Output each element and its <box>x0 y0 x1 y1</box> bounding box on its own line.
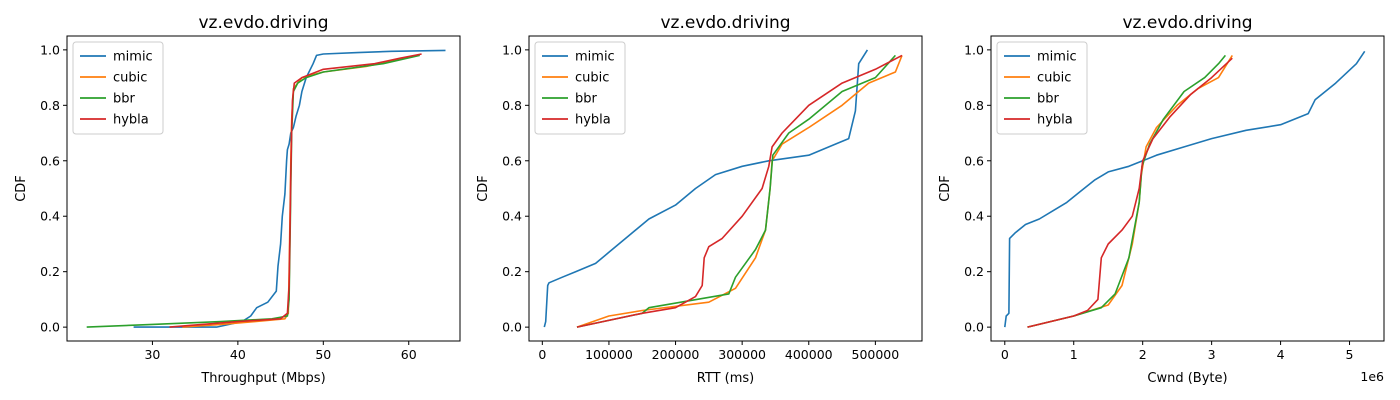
legend-label-bbr: bbr <box>1037 92 1060 107</box>
axes-frame <box>990 35 1385 342</box>
x-tick-label: 60 <box>401 347 417 362</box>
y-tick-label: 0.0 <box>502 320 522 335</box>
chart-title: vz.evdo.driving <box>198 13 328 33</box>
x-tick-label: 1 <box>1070 347 1078 362</box>
legend-box <box>996 41 1088 135</box>
x-tick-label: 300000 <box>718 347 766 362</box>
y-tick-label: 0.6 <box>502 153 522 168</box>
series-line-cubic <box>576 55 903 328</box>
chart-title: vz.evdo.driving <box>660 13 790 33</box>
y-tick-label: 0.6 <box>40 153 60 168</box>
series-line-hybla <box>576 54 903 328</box>
series-line-bbr <box>576 54 896 328</box>
x-tick-label: 40 <box>230 347 246 362</box>
legend-label-mimic: mimic <box>1037 50 1077 65</box>
series-line-hybla <box>1027 57 1233 328</box>
y-tick-label: 0.6 <box>964 153 984 168</box>
x-tick-label: 50 <box>315 347 331 362</box>
y-tick-label: 1.0 <box>964 42 984 57</box>
y-tick-label: 0.8 <box>502 98 522 113</box>
x-axis-offset-text: 1e6 <box>1360 369 1384 384</box>
x-tick-label: 4 <box>1277 347 1285 362</box>
x-tick-label: 100000 <box>585 347 633 362</box>
y-tick-label: 0.2 <box>40 264 60 279</box>
y-tick-label: 0.0 <box>964 320 984 335</box>
legend: mimic cubic bbr hybla <box>72 41 164 135</box>
legend-label-bbr: bbr <box>113 92 136 107</box>
axes-frame <box>528 35 923 342</box>
x-tick-label: 500000 <box>852 347 900 362</box>
legend-box <box>72 41 164 135</box>
y-axis-label: CDF <box>476 175 491 202</box>
legend-label-hybla: hybla <box>575 113 611 128</box>
x-tick-label: 400000 <box>785 347 833 362</box>
x-tick-label: 0 <box>538 347 546 362</box>
chart-title: vz.evdo.driving <box>1122 13 1252 33</box>
legend-label-bbr: bbr <box>575 92 598 107</box>
series-line-mimic <box>133 49 446 328</box>
x-tick-label: 5 <box>1346 347 1354 362</box>
x-axis-label: Throughput (Mbps) <box>200 371 325 386</box>
x-tick-label: 2 <box>1139 347 1147 362</box>
legend-label-hybla: hybla <box>113 113 149 128</box>
x-tick-label: 30 <box>144 347 160 362</box>
chart-panel-3: 0 1 2 3 4 5 0.0 0.2 0.4 0.6 0.8 1.0 vz.evdo.driving C… <box>938 13 1385 386</box>
y-tick-label: 0.4 <box>964 209 984 224</box>
y-tick-label: 1.0 <box>40 42 60 57</box>
y-axis-label: CDF <box>14 175 29 202</box>
y-tick-label: 0.2 <box>964 264 984 279</box>
legend-label-cubic: cubic <box>113 71 147 86</box>
series-line-mimic <box>1004 50 1366 328</box>
x-tick-label: 200000 <box>652 347 700 362</box>
axes-frame <box>66 35 461 342</box>
legend: mimic cubic bbr hybla <box>534 41 626 135</box>
y-tick-label: 0.2 <box>502 264 522 279</box>
legend-label-mimic: mimic <box>113 50 153 65</box>
x-axis-label: RTT (ms) <box>697 371 754 386</box>
y-axis-label: CDF <box>938 175 953 202</box>
y-tick-label: 0.4 <box>502 209 522 224</box>
y-tick-label: 0.8 <box>40 98 60 113</box>
chart-panel-1: 30 40 50 60 0.0 0.2 0.4 0.6 0.8 1.0 vz.evdo.drivin… <box>14 13 461 386</box>
chart-panel-2: 0 100000 200000 300000 400000 500000 0.0 0.2 0.4… <box>476 13 923 386</box>
x-axis-label: Cwnd (Byte) <box>1147 371 1227 386</box>
y-tick-label: 0.8 <box>964 98 984 113</box>
x-tick-label: 3 <box>1208 347 1216 362</box>
y-tick-label: 0.0 <box>40 320 60 335</box>
legend-box <box>534 41 626 135</box>
legend-label-cubic: cubic <box>575 71 609 86</box>
legend-label-mimic: mimic <box>575 50 615 65</box>
y-tick-label: 1.0 <box>502 42 522 57</box>
y-tick-label: 0.4 <box>40 209 60 224</box>
legend-label-cubic: cubic <box>1037 71 1071 86</box>
legend: mimic cubic bbr hybla <box>996 41 1088 135</box>
series-line-cubic <box>182 54 418 328</box>
legend-label-hybla: hybla <box>1037 113 1073 128</box>
x-tick-label: 0 <box>1001 347 1009 362</box>
series-line-mimic <box>543 49 869 328</box>
series-line-hybla <box>169 53 422 328</box>
